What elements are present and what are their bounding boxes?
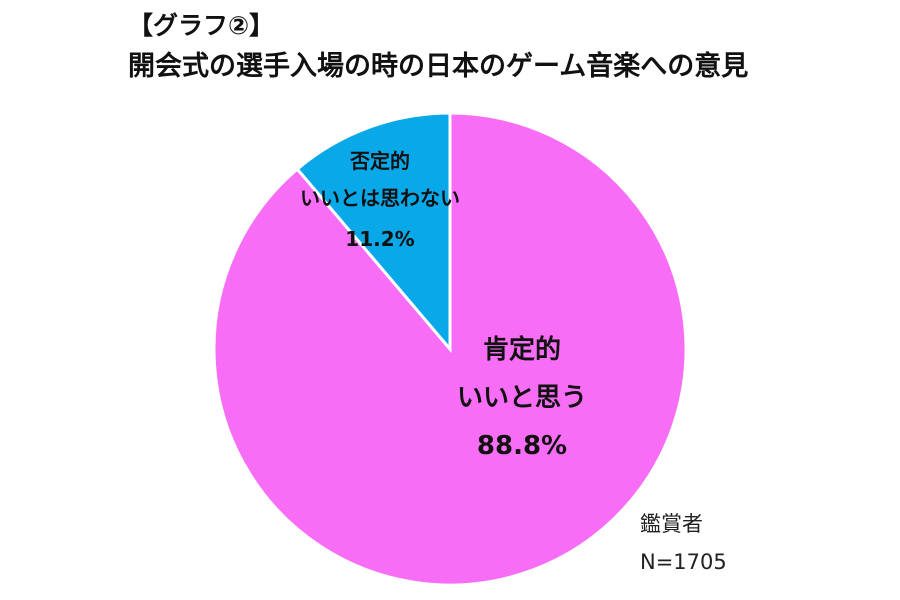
slice-negative-value-label: 11.2%: [345, 227, 414, 251]
slice-positive-category-label: 肯定的: [483, 334, 561, 365]
chart-tag: 【グラフ②】: [128, 11, 275, 40]
slice-negative-category-label: 否定的: [349, 149, 410, 173]
chart-title: 開会式の選手入場の時の日本のゲーム音楽への意見: [128, 51, 749, 82]
slice-positive-value-label: 88.8%: [477, 431, 567, 461]
slice-negative-label: いいとは思わない: [300, 186, 460, 210]
pie-slice-negative: [295, 111, 452, 354]
slice-positive-label: いいと思う: [457, 383, 587, 413]
sample-size-note: N=1705: [640, 550, 727, 574]
pie-slices: [212, 111, 688, 587]
respondent-group-note: 鑑賞者: [640, 512, 703, 536]
